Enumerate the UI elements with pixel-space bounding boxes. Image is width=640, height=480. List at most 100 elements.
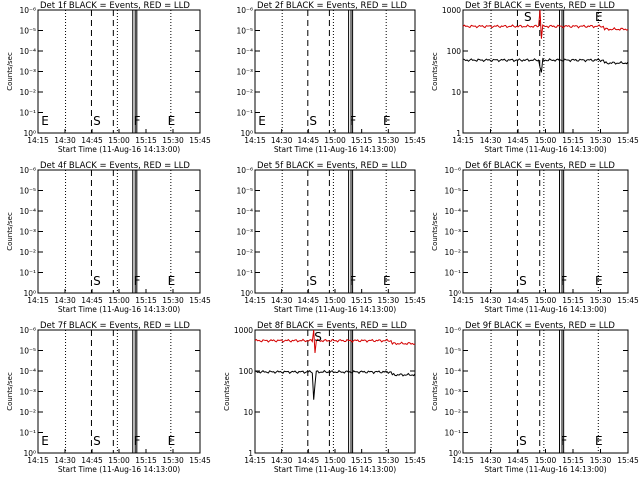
event-marker: E	[168, 274, 176, 288]
plot-frame	[254, 9, 416, 134]
chart-title: Det 9f BLACK = Events, RED = LLD	[465, 321, 615, 331]
y-tick-label: 10⁻²	[444, 248, 461, 257]
x-tick-label: 15:30	[162, 456, 184, 465]
x-tick-label: 15:00	[108, 456, 130, 465]
y-tick-label: 10⁻²	[236, 248, 253, 257]
y-tick-label: 10⁻⁴	[444, 367, 461, 376]
x-tick-label: 15:00	[535, 296, 557, 305]
x-tick-label: 15:45	[189, 136, 211, 145]
event-marker: F	[349, 274, 356, 288]
y-tick-label: 10⁻⁶	[19, 6, 36, 15]
y-tick-label: 10⁻⁵	[236, 27, 253, 36]
x-tick-label: 14:45	[298, 296, 320, 305]
y-tick-label: 10⁻³	[236, 228, 253, 237]
event-marker: F	[134, 114, 141, 128]
event-marker: E	[168, 434, 176, 448]
y-tick-label: 10⁻¹	[444, 269, 461, 278]
x-tick-label: 14:30	[480, 296, 502, 305]
x-tick-label: 15:00	[108, 136, 130, 145]
event-marker: S	[93, 274, 101, 288]
plot-frame	[462, 329, 629, 454]
x-tick-label: 14:15	[452, 456, 474, 465]
chart-panel-3: Det 3f BLACK = Events, RED = LLD 1 10 100 10…	[431, 1, 639, 154]
x-tick-label: 15:45	[404, 296, 426, 305]
y-axis-label: Counts/sec	[6, 52, 14, 91]
y-tick-label: 10⁻⁶	[444, 166, 461, 175]
x-axis-label: Start Time (11-Aug-16 14:13:00)	[274, 465, 396, 474]
series-line-2	[462, 57, 629, 73]
x-axis-label: Start Time (11-Aug-16 14:13:00)	[484, 145, 606, 154]
event-marker: E	[168, 114, 176, 128]
series-line-2	[254, 369, 416, 400]
event-marker: E	[383, 274, 391, 288]
x-tick-label: 14:45	[507, 296, 529, 305]
y-tick-label: 10⁻⁶	[19, 166, 36, 175]
plot-frame	[37, 329, 201, 454]
y-tick-label: 10⁻³	[444, 388, 461, 397]
y-tick-label: 1	[456, 129, 461, 138]
x-axis-label: Start Time (11-Aug-16 14:13:00)	[58, 145, 180, 154]
x-tick-label: 15:15	[135, 296, 157, 305]
x-tick-label: 14:30	[271, 296, 293, 305]
x-axis-label: Start Time (11-Aug-16 14:13:00)	[58, 465, 180, 474]
chart-panel-8: Det 8f BLACK = Events, RED = LLD 1 10 100 10…	[223, 321, 426, 474]
y-tick-label: 10⁻⁵	[236, 187, 253, 196]
y-tick-label: 10⁻⁴	[19, 367, 36, 376]
y-tick-label: 10⁰	[23, 129, 36, 138]
event-marker: E	[258, 114, 266, 128]
x-tick-label: 15:30	[590, 296, 612, 305]
x-tick-label: 15:00	[324, 456, 346, 465]
y-tick-label: 10⁰	[240, 129, 253, 138]
x-tick-label: 14:45	[507, 456, 529, 465]
x-tick-label: 14:45	[298, 136, 320, 145]
x-tick-label: 14:45	[81, 136, 103, 145]
chart-title: Det 6f BLACK = Events, RED = LLD	[465, 161, 615, 171]
y-axis-label: Counts/sec	[6, 212, 14, 251]
x-tick-label: 14:30	[271, 456, 293, 465]
x-tick-label: 15:15	[562, 296, 584, 305]
event-marker: F	[134, 274, 141, 288]
y-tick-label: 10⁻²	[444, 408, 461, 417]
chart-title: Det 3f BLACK = Events, RED = LLD	[465, 1, 615, 11]
series-line-1	[254, 329, 416, 354]
plot-frame	[254, 169, 416, 294]
chart-panel-5: Det 5f BLACK = Events, RED = LLD 10⁰ 10⁻¹ 1…	[236, 161, 426, 314]
y-tick-label: 10⁻²	[19, 408, 36, 417]
y-tick-label: 10⁻¹	[19, 429, 36, 438]
x-tick-label: 15:15	[135, 456, 157, 465]
event-marker: S	[93, 114, 101, 128]
chart-title: Det 5f BLACK = Events, RED = LLD	[257, 161, 407, 171]
x-tick-label: 14:30	[271, 136, 293, 145]
x-axis-label: Start Time (11-Aug-16 14:13:00)	[484, 465, 606, 474]
x-tick-label: 15:30	[378, 296, 400, 305]
y-tick-label: 10⁰	[23, 289, 36, 298]
plot-frame	[462, 9, 629, 134]
y-axis-label: Counts/sec	[431, 212, 439, 251]
x-tick-label: 15:45	[189, 296, 211, 305]
y-tick-label: 10⁻³	[19, 68, 36, 77]
chart-title: Det 1f BLACK = Events, RED = LLD	[40, 1, 190, 11]
x-tick-label: 15:15	[562, 456, 584, 465]
x-axis-label: Start Time (11-Aug-16 14:13:00)	[274, 305, 396, 314]
x-tick-label: 15:15	[351, 136, 373, 145]
y-tick-label: 10⁻¹	[444, 429, 461, 438]
event-marker: S	[519, 274, 527, 288]
chart-panel-4: Det 4f BLACK = Events, RED = LLD 10⁰ 10⁻¹ 1…	[6, 161, 211, 314]
x-tick-label: 15:30	[162, 296, 184, 305]
y-tick-label: 10⁻⁵	[444, 187, 461, 196]
event-marker: F	[560, 274, 567, 288]
chart-panel-6: Det 6f BLACK = Events, RED = LLD 10⁰ 10⁻¹ 1…	[431, 161, 639, 314]
x-tick-label: 15:15	[351, 456, 373, 465]
event-marker: S	[309, 274, 317, 288]
event-marker: S	[524, 10, 532, 24]
y-axis-label: Counts/sec	[6, 372, 14, 411]
chart-title: Det 4f BLACK = Events, RED = LLD	[40, 161, 190, 171]
x-tick-label: 15:00	[535, 136, 557, 145]
y-tick-label: 1000	[234, 326, 253, 335]
plot-frame	[254, 329, 416, 454]
x-tick-label: 15:00	[535, 456, 557, 465]
x-tick-label: 15:00	[108, 296, 130, 305]
y-tick-label: 10⁻³	[19, 228, 36, 237]
x-tick-label: 15:45	[189, 456, 211, 465]
